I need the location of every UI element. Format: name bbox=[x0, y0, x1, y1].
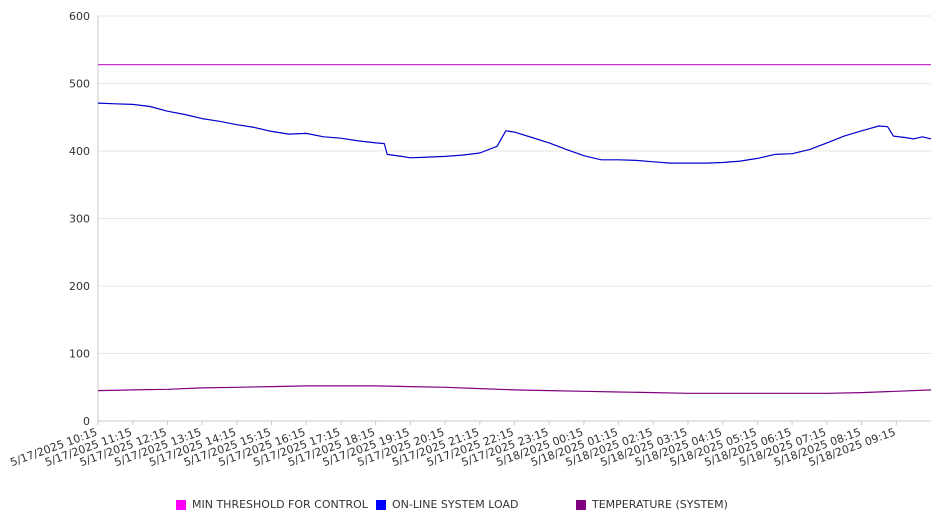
legend-item-temperature[interactable]: TEMPERATURE (SYSTEM) bbox=[576, 498, 728, 511]
legend-item-online-system-load[interactable]: ON-LINE SYSTEM LOAD bbox=[376, 498, 518, 511]
y-tick-label-100: 100 bbox=[69, 348, 90, 361]
legend-swatch-min-threshold bbox=[176, 499, 186, 510]
y-tick-label-0: 0 bbox=[83, 415, 90, 428]
chart-legend: MIN THRESHOLD FOR CONTROL ON-LINE SYSTEM… bbox=[0, 496, 946, 516]
legend-swatch-online-system-load bbox=[376, 499, 386, 510]
legend-label-temperature: TEMPERATURE (SYSTEM) bbox=[592, 498, 728, 511]
legend-label-online-system-load: ON-LINE SYSTEM LOAD bbox=[392, 498, 519, 511]
y-tick-label-600: 600 bbox=[69, 10, 90, 23]
legend-item-min-threshold[interactable]: MIN THRESHOLD FOR CONTROL bbox=[176, 498, 368, 511]
legend-swatch-temperature bbox=[576, 499, 586, 510]
y-tick-label-500: 500 bbox=[69, 78, 90, 91]
y-tick-label-200: 200 bbox=[69, 280, 90, 293]
legend-label-min-threshold: MIN THRESHOLD FOR CONTROL bbox=[192, 498, 368, 511]
series-line-temperature bbox=[97, 385, 932, 394]
y-tick-label-300: 300 bbox=[69, 213, 90, 226]
series-line-online-system-load bbox=[97, 102, 932, 164]
y-tick-label-400: 400 bbox=[69, 145, 90, 158]
